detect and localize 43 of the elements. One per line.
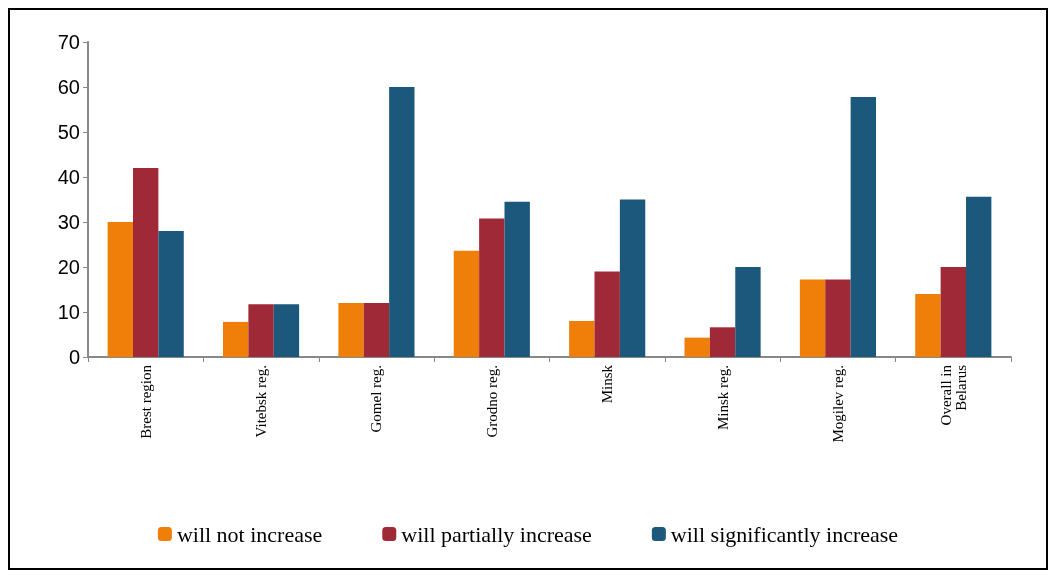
bar [107,222,133,357]
bar [709,327,736,357]
x-tick-label: Brest region [137,364,154,439]
bar [273,304,300,357]
bar [799,279,826,357]
bar [248,304,274,357]
bar [940,267,966,357]
bar [453,250,480,357]
y-tick-label: 10 [57,301,80,323]
bar [222,321,249,357]
bar [594,271,620,357]
bar [966,196,992,357]
x-tick-label: Overall in Belarus [937,364,969,426]
y-tick-label: 40 [57,166,80,188]
x-tick-label: Mogilev reg. [829,365,846,443]
bar [363,303,390,357]
y-tick-label: 70 [57,31,80,53]
y-tick-label: 60 [57,76,80,98]
bar [504,201,530,357]
bar [338,303,364,357]
x-tick-label: Minsk [599,364,616,404]
bar [735,267,761,357]
y-tick-label: 0 [68,346,80,368]
bar [389,87,415,357]
legend-label: will partially increase [401,521,592,547]
y-tick-label: 20 [57,256,80,278]
y-tick-label: 30 [57,211,80,233]
x-tick-label: Grodno reg. [483,365,500,438]
x-tick-label: Minsk reg. [714,365,731,430]
x-tick-label: Gomel reg. [368,365,385,433]
bar [479,218,505,357]
bar [133,168,159,357]
x-tick-label: Vitebsk reg. [253,365,270,438]
y-tick-label: 50 [57,121,80,143]
legend-label: will not increase [176,521,323,547]
bar [850,96,877,357]
bar [619,199,646,357]
bar [915,294,941,357]
bar [569,321,595,357]
bar [684,337,710,357]
bar [825,279,851,357]
bar [158,231,184,357]
legend-label: will significantly increase [670,521,899,547]
